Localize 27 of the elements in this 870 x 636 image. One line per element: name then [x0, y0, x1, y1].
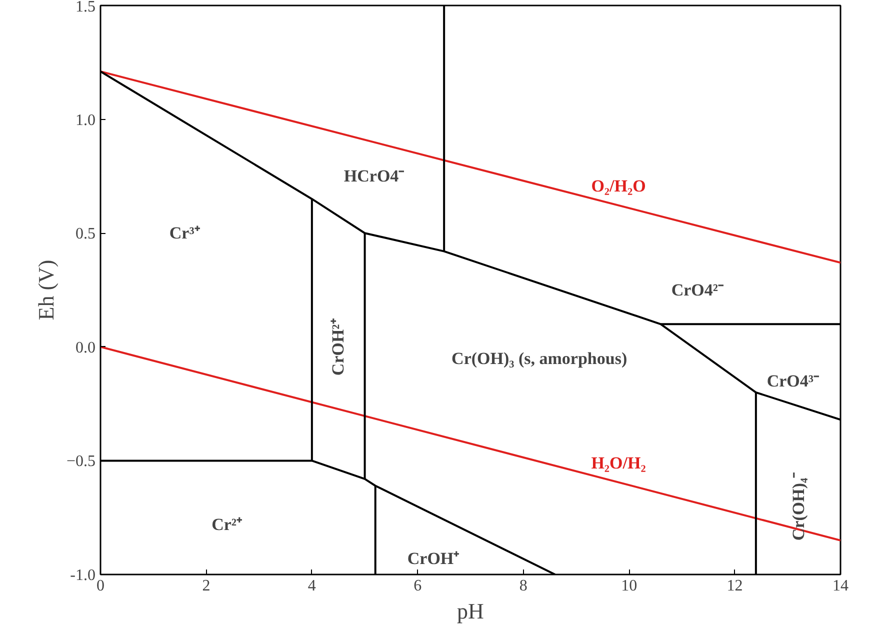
- series-label: H₂O/H₂: [591, 453, 646, 472]
- annotation: Cr(OH)₃ (s, amorphous): [452, 348, 628, 368]
- x-tick-label: 6: [414, 578, 422, 594]
- x-tick-label: 0: [96, 578, 104, 594]
- y-tick-label: 1.5: [76, 0, 96, 16]
- x-tick-label: 4: [308, 578, 316, 594]
- y-tick-label: −0.5: [66, 453, 96, 470]
- annotation: Cr²⁺: [212, 514, 242, 534]
- annotation: HCrO4⁻: [344, 166, 405, 186]
- x-tick-label: 8: [519, 578, 528, 594]
- annotation: Cr³⁺: [169, 224, 200, 243]
- x-tick-label: 10: [621, 578, 638, 594]
- x-axis-title: pH: [457, 598, 484, 624]
- y-tick-label: -1.0: [70, 567, 96, 584]
- y-axis-title: Eh (V): [33, 260, 58, 320]
- x-tick-label: 2: [202, 578, 210, 594]
- annotation: CrOH⁺: [407, 549, 460, 568]
- y-tick-label: 1.0: [76, 112, 96, 129]
- annotation: CrOH²⁺: [328, 318, 348, 376]
- x-tick-label: 12: [726, 578, 743, 594]
- y-tick-label: 0.0: [76, 339, 96, 356]
- x-tick-label: 14: [832, 578, 848, 594]
- series-label: O₂/H₂O: [591, 176, 646, 196]
- y-tick-label: 0.5: [76, 226, 96, 243]
- annotation: CrO4³⁻: [766, 372, 820, 391]
- annotation: Cr(OH)₄⁻: [788, 472, 808, 541]
- annotation: CrO4²⁻: [671, 280, 724, 300]
